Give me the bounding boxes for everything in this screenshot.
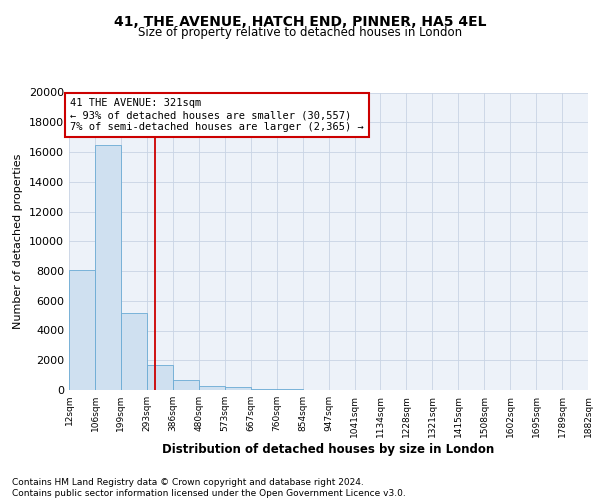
- Text: Contains HM Land Registry data © Crown copyright and database right 2024.
Contai: Contains HM Land Registry data © Crown c…: [12, 478, 406, 498]
- Bar: [199, 386, 224, 390]
- Y-axis label: Number of detached properties: Number of detached properties: [13, 154, 23, 329]
- Bar: [95, 144, 121, 390]
- Bar: [173, 380, 199, 390]
- Text: 41, THE AVENUE, HATCH END, PINNER, HA5 4EL: 41, THE AVENUE, HATCH END, PINNER, HA5 4…: [114, 15, 486, 29]
- Bar: [251, 388, 277, 390]
- Bar: [147, 364, 173, 390]
- Bar: [224, 388, 251, 390]
- Text: 41 THE AVENUE: 321sqm
← 93% of detached houses are smaller (30,557)
7% of semi-d: 41 THE AVENUE: 321sqm ← 93% of detached …: [70, 98, 364, 132]
- Bar: [121, 312, 147, 390]
- Bar: [69, 270, 95, 390]
- Text: Size of property relative to detached houses in London: Size of property relative to detached ho…: [138, 26, 462, 39]
- X-axis label: Distribution of detached houses by size in London: Distribution of detached houses by size …: [163, 442, 494, 456]
- Bar: [277, 389, 302, 390]
